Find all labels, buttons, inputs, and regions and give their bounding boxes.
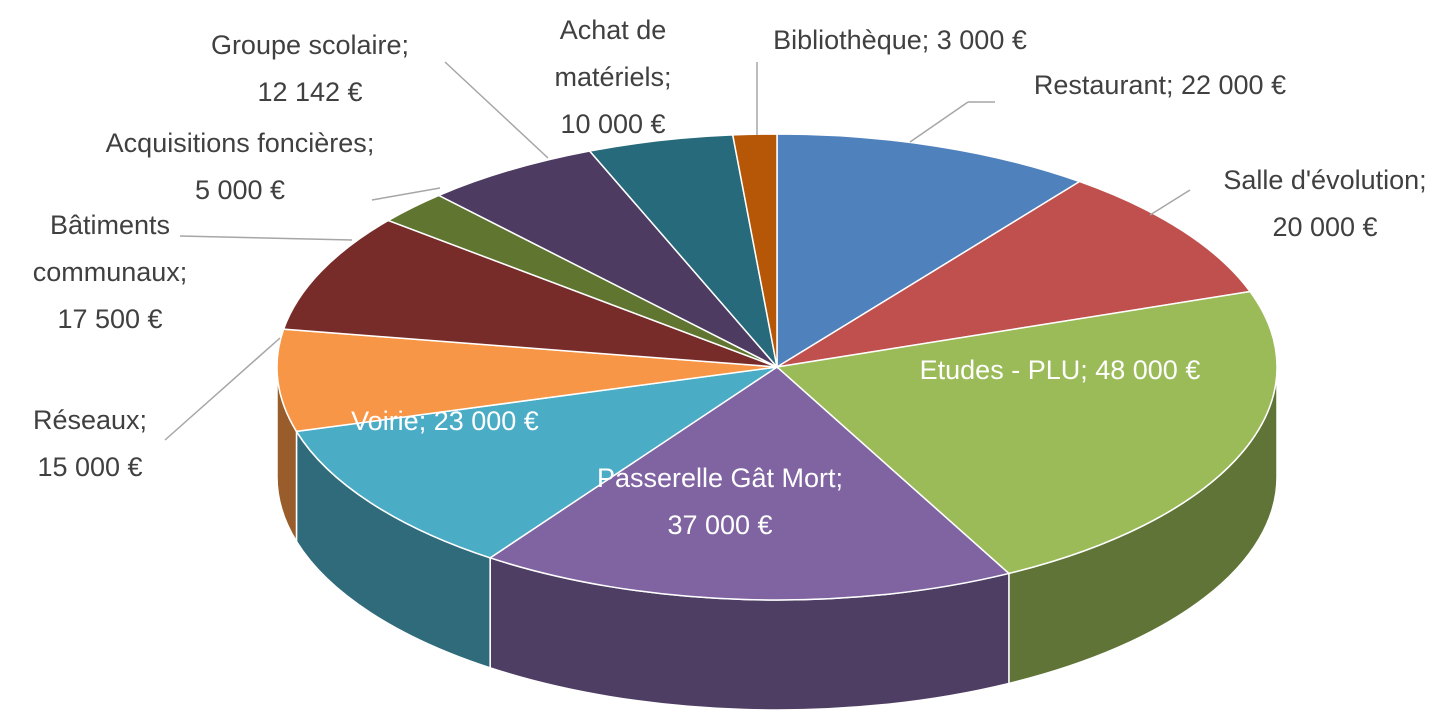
data-label: Salle d'évolution; 20 000 € (1180, 157, 1452, 251)
value-label: 20 000 € (1272, 212, 1378, 242)
data-label: Bâtiments communaux; 17 500 € (5, 202, 215, 343)
leader-line (444, 61, 549, 159)
leader-line (909, 101, 969, 143)
value-label: 17 500 € (57, 304, 163, 334)
data-label: Bibliothèque; 3 000 € (730, 17, 1070, 64)
pie-slice (437, 150, 778, 368)
category-name: Groupe scolaire (210, 30, 402, 60)
pie-slice (776, 180, 1252, 368)
leader-line (164, 337, 281, 441)
pie-slice (775, 290, 1278, 575)
leader-line (1149, 189, 1191, 216)
category-name: Achat de matériels (554, 15, 667, 92)
value-label: 23 000 € (433, 406, 539, 436)
label-separator: ; (418, 406, 434, 436)
label-separator: ; (179, 257, 188, 287)
pie-tops (276, 133, 1278, 601)
category-name: Etudes - PLU (919, 355, 1081, 385)
value-label: 37 000 € (667, 510, 773, 540)
label-separator: ; (401, 30, 410, 60)
data-label: Acquisitions foncières; 5 000 € (100, 120, 380, 214)
value-label: 22 000 € (1180, 70, 1287, 100)
label-separator: ; (1165, 70, 1181, 100)
category-name: Restaurant (1033, 70, 1166, 100)
value-label: 12 142 € (257, 77, 363, 107)
value-label: 5 000 € (194, 175, 286, 205)
category-name: Réseaux (32, 405, 140, 435)
pie-slice (776, 133, 1082, 369)
data-label: Réseaux; 15 000 € (10, 397, 170, 491)
pie-slice (276, 328, 778, 433)
label-separator: ; (664, 62, 672, 92)
data-label: Voirie; 23 000 € (315, 398, 575, 445)
label-separator: ; (921, 25, 937, 55)
value-label: 10 000 € (560, 109, 666, 139)
category-name: Passerelle Gât Mort (596, 463, 836, 493)
value-label: 3 000 € (936, 25, 1027, 55)
data-label: Etudes - PLU; 48 000 € (880, 347, 1240, 394)
category-name: Salle d'évolution (1223, 165, 1420, 195)
value-label: 15 000 € (37, 452, 143, 482)
leader-lines (164, 61, 1191, 441)
pie-slice (295, 366, 778, 559)
label-separator: ; (139, 405, 148, 435)
pie-slice (731, 133, 778, 368)
pie-slice (282, 219, 778, 368)
category-name: Bibliothèque (773, 25, 922, 55)
label-separator: ; (835, 463, 844, 493)
data-label: Restaurant; 22 000 € (995, 62, 1325, 109)
value-label: 48 000 € (1095, 355, 1201, 385)
data-label: Achat de matériels; 10 000 € (538, 7, 688, 148)
label-separator: ; (366, 128, 375, 158)
label-separator: ; (1080, 355, 1096, 385)
leader-line (179, 235, 353, 241)
label-separator: ; (1419, 165, 1427, 195)
data-label: Passerelle Gât Mort; 37 000 € (555, 455, 885, 549)
category-name: Bâtiments communaux (32, 210, 180, 287)
data-label: Groupe scolaire; 12 142 € (170, 22, 450, 116)
category-name: Voirie (351, 406, 419, 436)
category-name: Acquisitions foncières (105, 128, 367, 158)
leader-line (371, 187, 441, 201)
pie-slice (488, 366, 1011, 601)
